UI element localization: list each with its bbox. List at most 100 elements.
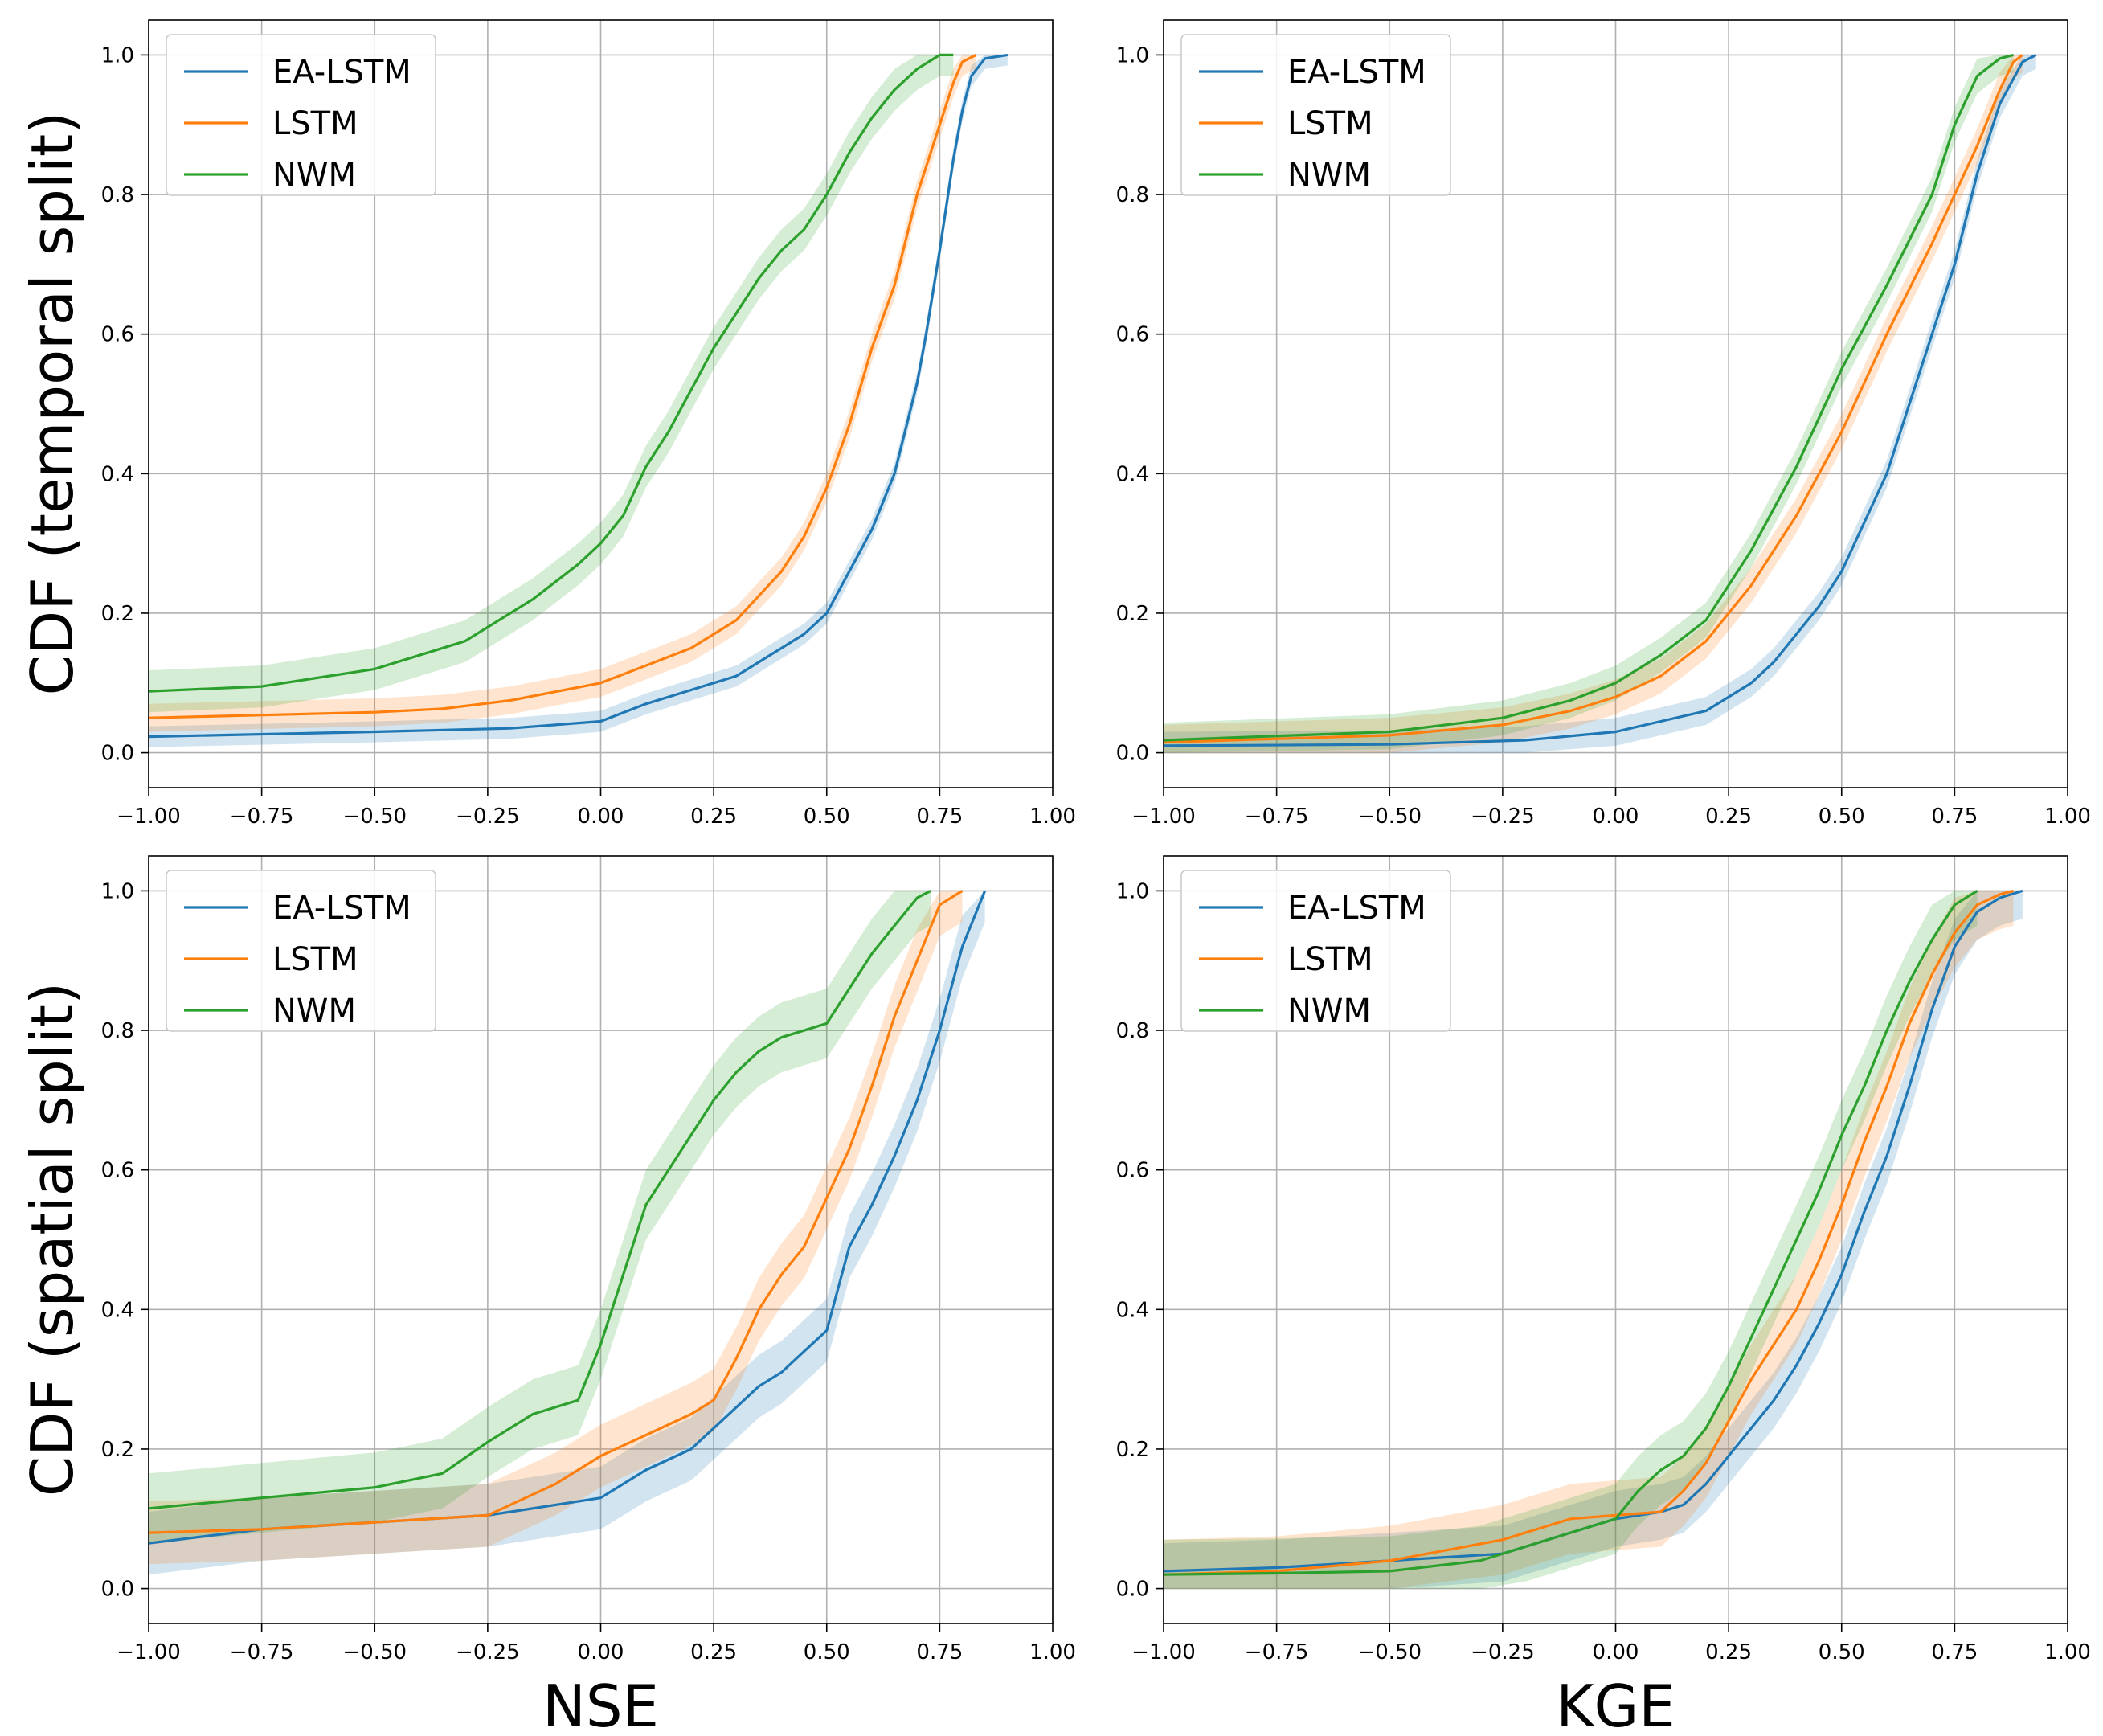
confidence-band-lstm [149,891,963,1565]
y-axis-label: CDF (temporal split) [18,112,86,696]
legend-label: NWM [1287,993,1371,1030]
legend-box [1180,870,1451,1032]
x-tick-label: −0.25 [456,805,520,829]
y-tick-label: 0.2 [101,1438,134,1462]
y-tick-label: 0.0 [1116,1578,1149,1602]
series-line-nwm [149,53,954,693]
x-tick-label: 1.00 [1029,1640,1076,1664]
x-tick-label: 0.25 [690,805,737,829]
x-tick-label: 0.50 [1819,805,1865,829]
legend: EA-LSTM LSTM NWM [166,34,436,196]
x-tick-label: 0.50 [1819,1640,1865,1664]
chart-panel-top-right: −1.00 −0.75 −0.50 −0.25 0.00 0.25 0.50 0.75 1.00… [1116,19,2091,829]
confidence-band-nwm [149,55,954,713]
y-tick-label: 1.0 [101,43,134,68]
x-tick-label: 0.25 [1705,805,1752,829]
series-line-nwm [149,889,931,1510]
y-tick-label: 0.2 [101,602,134,626]
x-tick-label: −1.00 [117,1640,181,1664]
axes-frame [148,855,1054,1624]
series-line-lstm [149,53,977,719]
legend-label: EA-LSTM [1287,54,1426,91]
legend-box [166,34,436,196]
series-line-lstm [1164,54,2023,744]
legend-label: NWM [272,157,356,194]
y-tick-label: 0.8 [101,1019,134,1043]
y-tick-label: 0.6 [1116,1159,1149,1183]
y-tick-label: 1.0 [101,879,134,903]
legend-label: LSTM [272,105,358,142]
x-tick-label: 0.00 [578,1640,624,1664]
x-tick-label: 0.75 [1931,1640,1978,1664]
axes-frame [148,19,1054,788]
y-tick-label: 0.8 [1116,1019,1149,1043]
x-tick-label: −1.00 [117,805,181,829]
y-tick-label: 0.4 [1116,1298,1149,1322]
x-tick-label: −0.25 [1471,1640,1535,1664]
series-line-nwm [1164,890,1978,1576]
plot-area [1164,889,2023,1589]
legend-label: NWM [1287,157,1371,194]
series-line-lstm [149,890,964,1534]
x-tick-label: 0.75 [916,805,963,829]
series-line-nwm [1164,53,2014,742]
x-tick-label: 0.00 [1593,805,1639,829]
y-tick-label: 0.0 [101,742,134,766]
y-tick-label: 1.0 [1116,43,1149,68]
x-tick-label: −0.25 [456,1640,520,1664]
y-axis-label: CDF (spatial split) [18,982,86,1496]
x-tick-label: 0.75 [1931,805,1978,829]
y-tick-label: 0.6 [1116,323,1149,347]
x-axis-label: KGE [1556,1673,1675,1736]
legend: EA-LSTM LSTM NWM [1180,870,1451,1032]
x-tick-label: −0.75 [1245,1640,1309,1664]
x-tick-label: −0.50 [1357,805,1422,829]
confidence-band-lstm [1164,891,2014,1589]
y-tick-label: 0.6 [101,1159,134,1183]
legend: EA-LSTM LSTM NWM [166,870,436,1032]
y-tick-label: 0.0 [1116,742,1149,766]
legend-label: LSTM [1287,941,1373,978]
chart-panel-top-left: −1.00 −0.75 −0.50 −0.25 0.00 0.25 0.50 0.75 1.00… [18,19,1076,829]
confidence-band-lstm [1164,55,2023,753]
y-tick-label: 0.4 [101,1298,134,1322]
legend-label: EA-LSTM [272,890,411,927]
confidence-band-ea-lstm [149,891,985,1575]
legend-label: LSTM [272,941,358,978]
axes-frame [1163,855,2068,1624]
legend-label: LSTM [1287,105,1373,142]
series-line-ea-lstm [1164,53,2037,747]
chart-panel-bottom-right: −1.00 −0.75 −0.50 −0.25 0.00 0.25 0.50 0.75 1.00… [1116,855,2091,1736]
x-tick-label: −0.25 [1471,805,1535,829]
x-tick-label: 0.75 [916,1640,963,1664]
legend-label: EA-LSTM [272,54,411,91]
legend-box [1180,34,1451,196]
x-tick-label: 0.50 [804,1640,850,1664]
x-tick-label: −0.50 [1357,1640,1422,1664]
x-tick-label: −0.50 [342,805,407,829]
y-tick-label: 0.4 [101,462,134,486]
y-tick-label: 0.4 [1116,462,1149,486]
y-tick-label: 0.0 [101,1578,134,1602]
x-tick-label: −1.00 [1131,805,1196,829]
axes-frame [1163,19,2068,788]
plot-area [149,889,987,1575]
series-line-ea-lstm [149,53,1009,739]
confidence-band-nwm [149,891,931,1544]
legend-box [166,870,436,1032]
y-tick-label: 0.2 [1116,602,1149,626]
x-tick-label: −0.50 [342,1640,407,1664]
y-tick-label: 0.8 [1116,183,1149,207]
legend: EA-LSTM LSTM NWM [1180,34,1451,196]
x-tick-label: 1.00 [1029,805,1076,829]
x-tick-label: −1.00 [1131,1640,1196,1664]
series-line-ea-lstm [149,890,987,1545]
x-tick-label: 0.00 [578,805,624,829]
plot-area [149,53,1009,747]
x-tick-label: −0.75 [230,1640,294,1664]
legend-label: EA-LSTM [1287,890,1426,927]
y-tick-label: 0.8 [101,183,134,207]
y-tick-label: 1.0 [1116,879,1149,903]
x-tick-label: 0.00 [1593,1640,1639,1664]
